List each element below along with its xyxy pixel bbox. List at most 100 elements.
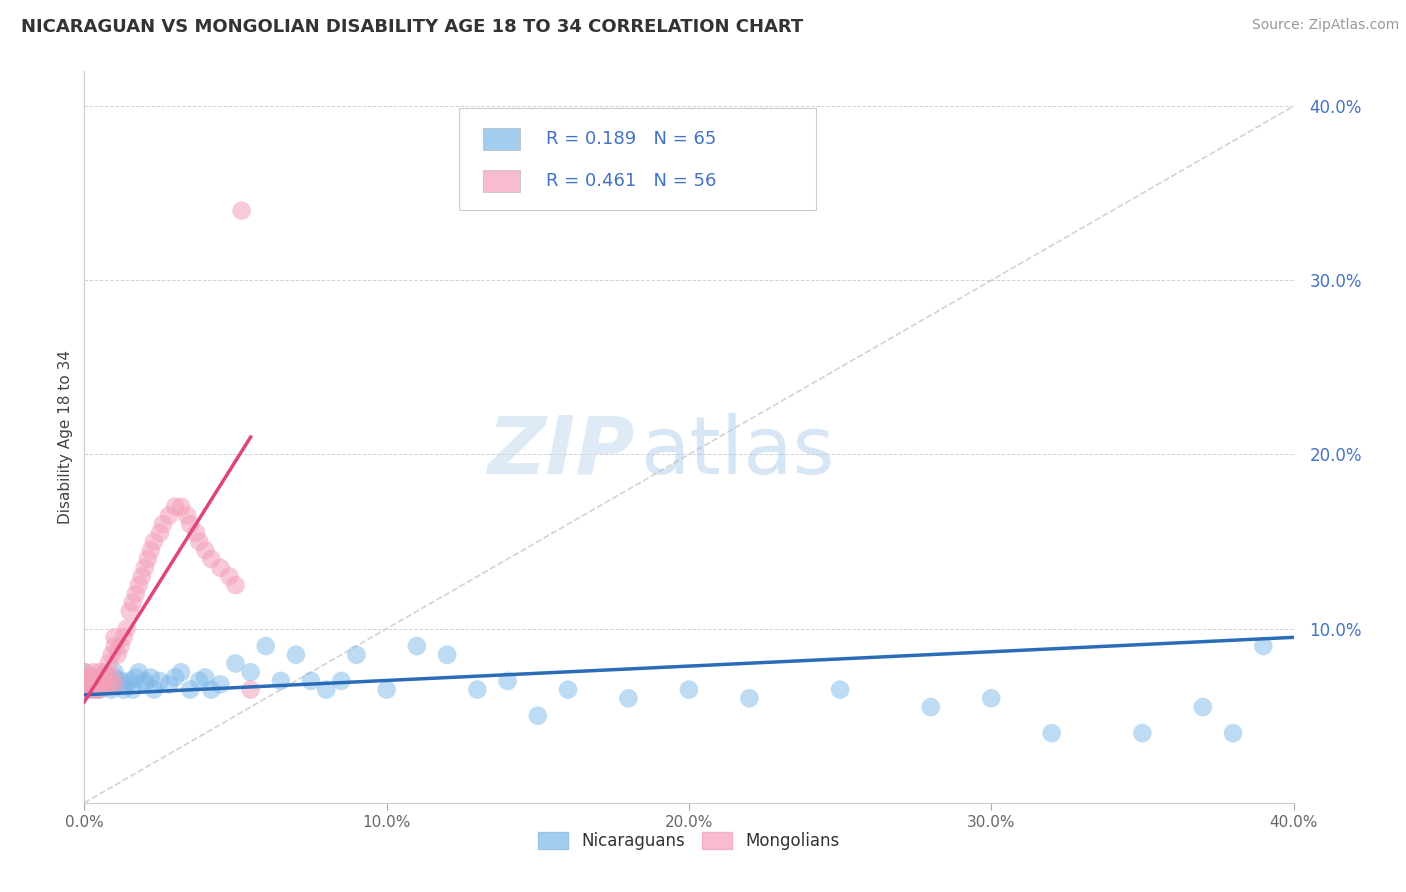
Point (436, 648, 458, 662)
Point (179, 682, 201, 697)
Point (239, 682, 262, 697)
Point (82, 682, 104, 697)
Y-axis label: Disability Age 18 to 34: Disability Age 18 to 34 (58, 350, 73, 524)
Point (496, 673, 519, 688)
Point (1222, 726, 1244, 740)
Point (94, 677, 117, 691)
Point (200, 682, 222, 697)
Point (231, 203, 253, 218)
Point (170, 665, 193, 680)
Point (527, 708, 550, 723)
Point (89, 673, 111, 688)
Point (89, 673, 111, 688)
Point (125, 670, 148, 684)
Point (73, 682, 96, 697)
Point (176, 508, 198, 523)
Point (157, 508, 180, 523)
Point (128, 665, 150, 680)
Point (86, 673, 108, 688)
Point (118, 604, 141, 618)
Point (104, 677, 127, 691)
Point (89, 665, 111, 680)
Point (142, 534, 165, 549)
Point (254, 639, 277, 653)
Point (200, 552, 222, 566)
Point (179, 517, 201, 532)
Point (209, 677, 232, 691)
Point (225, 657, 247, 671)
Point (121, 595, 143, 609)
Point (1130, 726, 1153, 740)
Point (91, 677, 114, 691)
Bar (484, 128, 520, 151)
Point (186, 525, 208, 540)
Point (73, 677, 96, 691)
Point (194, 543, 217, 558)
Point (218, 569, 240, 583)
Point (110, 639, 132, 653)
Point (406, 639, 429, 653)
Point (149, 673, 172, 688)
Point (467, 682, 489, 697)
Point (125, 587, 148, 601)
Point (375, 682, 398, 697)
Point (91, 670, 114, 684)
Text: R = 0.461   N = 56: R = 0.461 N = 56 (547, 172, 717, 190)
Point (112, 631, 135, 645)
Point (104, 665, 127, 680)
Point (118, 673, 141, 688)
Text: ZIP: ZIP (486, 413, 634, 491)
Point (128, 578, 150, 592)
Point (94, 668, 117, 682)
Point (82, 677, 104, 691)
Point (76, 673, 98, 688)
Point (97, 657, 120, 671)
Point (86, 682, 108, 697)
Point (165, 500, 187, 514)
Text: Source: ZipAtlas.com: Source: ZipAtlas.com (1251, 18, 1399, 32)
Point (134, 677, 156, 691)
Point (112, 682, 135, 697)
Point (97, 673, 120, 688)
Point (134, 560, 156, 574)
Point (188, 534, 211, 549)
Point (239, 665, 262, 680)
Point (134, 673, 156, 688)
Text: R = 0.189   N = 65: R = 0.189 N = 65 (547, 130, 717, 148)
Point (115, 622, 138, 636)
Point (285, 648, 308, 662)
Point (76, 682, 98, 697)
Text: NICARAGUAN VS MONGOLIAN DISABILITY AGE 18 TO 34 CORRELATION CHART: NICARAGUAN VS MONGOLIAN DISABILITY AGE 1… (21, 18, 803, 36)
Point (270, 673, 292, 688)
Point (110, 673, 132, 688)
Point (73, 670, 96, 684)
Point (97, 677, 120, 691)
Point (165, 670, 187, 684)
Point (79, 670, 101, 684)
Point (100, 648, 122, 662)
Point (76, 677, 98, 691)
Point (139, 670, 162, 684)
Point (79, 682, 101, 697)
Point (209, 560, 232, 574)
Point (149, 525, 172, 540)
Point (104, 677, 127, 691)
Point (315, 682, 337, 697)
Legend: Nicaraguans, Mongolians: Nicaraguans, Mongolians (531, 825, 846, 856)
Point (104, 639, 127, 653)
Point (100, 670, 122, 684)
Point (980, 691, 1002, 706)
Point (346, 648, 368, 662)
Point (104, 670, 127, 684)
Bar (484, 170, 520, 192)
Point (299, 673, 322, 688)
Point (86, 677, 108, 691)
Point (79, 673, 101, 688)
Point (188, 673, 211, 688)
Point (678, 682, 700, 697)
Point (170, 500, 193, 514)
Point (557, 682, 579, 697)
FancyBboxPatch shape (460, 108, 815, 211)
Point (91, 670, 114, 684)
Point (73, 673, 96, 688)
